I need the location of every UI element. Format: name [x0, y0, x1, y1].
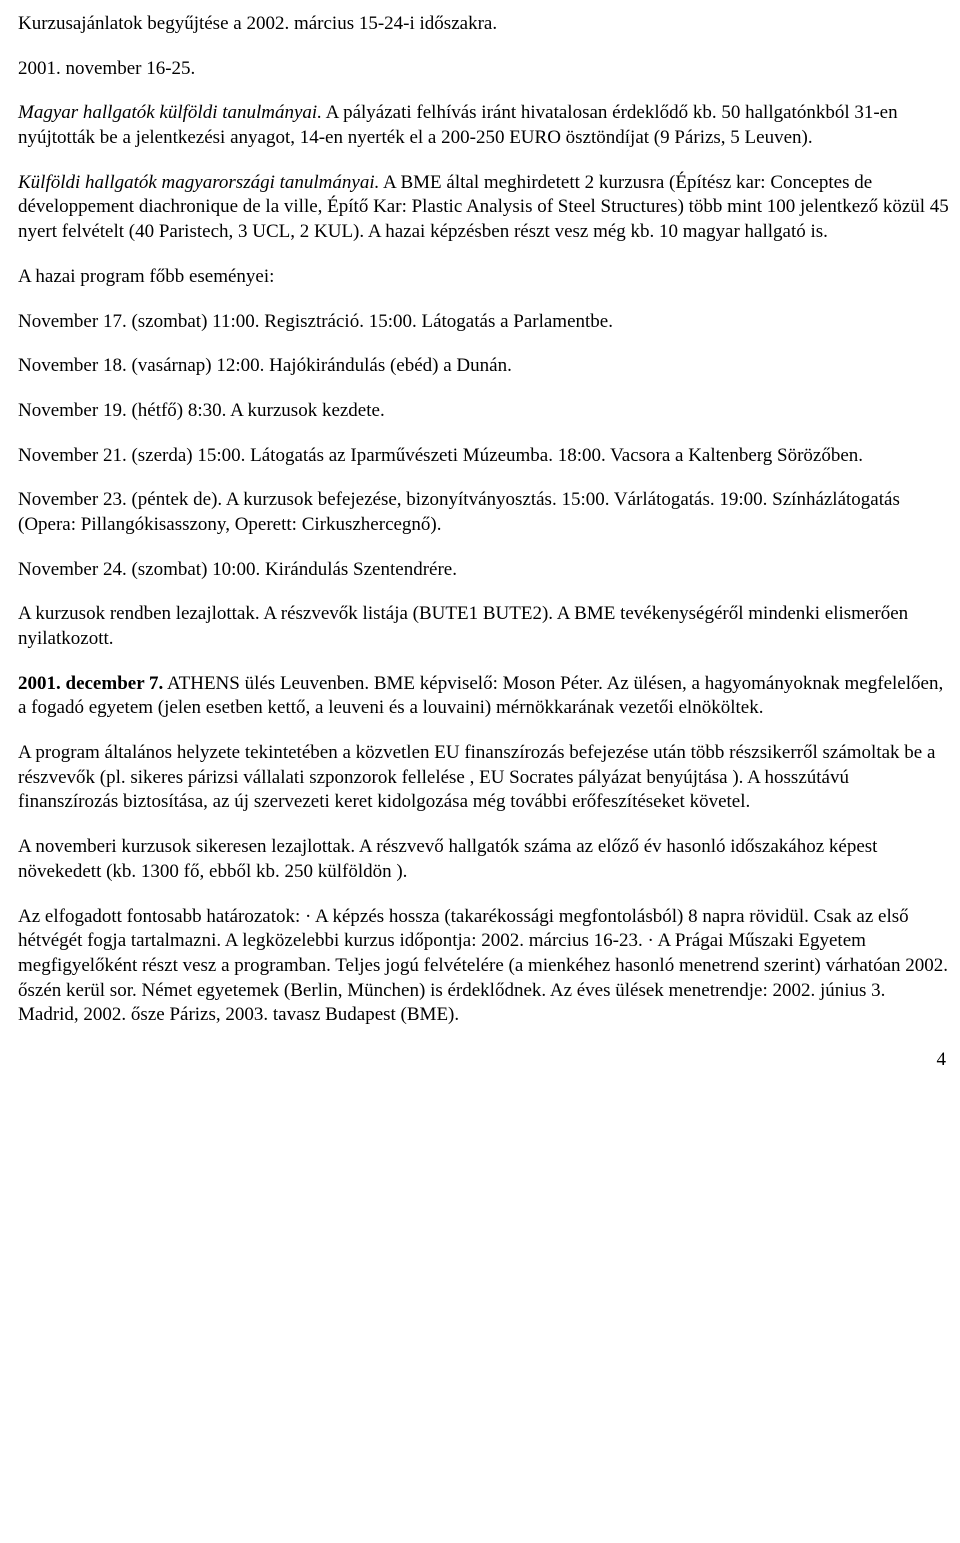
italic-heading-foreign-in-hungary: Külföldi hallgatók magyarországi tanulmá… — [18, 172, 379, 193]
paragraph-event-nov21: November 21. (szerda) 15:00. Látogatás a… — [18, 444, 950, 469]
paragraph-event-nov18: November 18. (vasárnap) 12:00. Hajókirán… — [18, 354, 950, 379]
paragraph-hungarian-abroad: Magyar hallgatók külföldi tanulmányai. A… — [18, 101, 950, 150]
paragraph-program-events-heading: A hazai program főbb eseményei: — [18, 265, 950, 290]
paragraph-december-meeting: 2001. december 7. ATHENS ülés Leuvenben.… — [18, 672, 950, 721]
paragraph-foreign-in-hungary: Külföldi hallgatók magyarországi tanulmá… — [18, 171, 950, 245]
paragraph-event-nov19: November 19. (hétfő) 8:30. A kurzusok ke… — [18, 399, 950, 424]
paragraph-date-1: 2001. november 16-25. — [18, 57, 950, 82]
paragraph-program-status: A program általános helyzete tekintetébe… — [18, 741, 950, 815]
paragraph-courses-completed: A kurzusok rendben lezajlottak. A részve… — [18, 602, 950, 651]
paragraph-decisions: Az elfogadott fontosabb határozatok: · A… — [18, 905, 950, 1028]
paragraph-event-nov17: November 17. (szombat) 11:00. Regisztrác… — [18, 310, 950, 335]
paragraph-november-courses: A novemberi kurzusok sikeresen lezajlott… — [18, 835, 950, 884]
page-number: 4 — [18, 1048, 950, 1073]
paragraph-event-nov23: November 23. (péntek de). A kurzusok bef… — [18, 488, 950, 537]
paragraph-event-nov24: November 24. (szombat) 10:00. Kirándulás… — [18, 558, 950, 583]
bold-date-dec7: 2001. december 7. — [18, 673, 163, 694]
italic-heading-hungarian-abroad: Magyar hallgatók külföldi tanulmányai. — [18, 102, 322, 123]
paragraph-intro-1: Kurzusajánlatok begyűjtése a 2002. márci… — [18, 12, 950, 37]
